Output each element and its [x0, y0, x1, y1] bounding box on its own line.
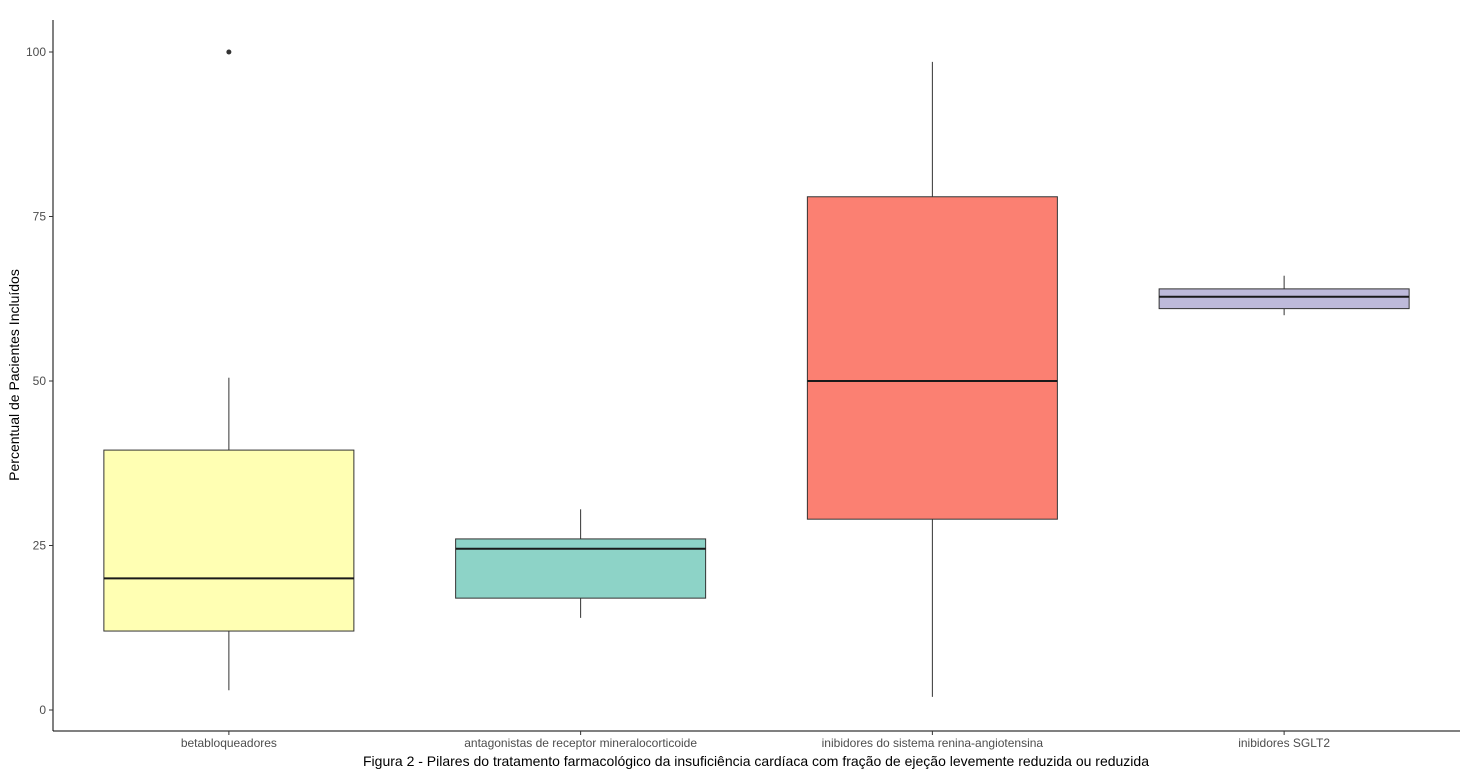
- y-tick-label: 25: [33, 539, 47, 553]
- x-tick-label: antagonistas de receptor mineralocortico…: [464, 736, 697, 750]
- box-group: [455, 509, 707, 618]
- y-tick-label: 75: [33, 210, 47, 224]
- plot-area: [103, 49, 1410, 697]
- box-group: [806, 61, 1058, 697]
- x-tick-label: inibidores SGLT2: [1238, 736, 1330, 750]
- x-axis-ticks: betabloqueadores antagonistas de receptor…: [181, 731, 1330, 750]
- x-tick-label: inibidores do sistema renina-angiotensin…: [822, 736, 1044, 750]
- outlier-point: [226, 49, 232, 55]
- box-group: [1158, 275, 1410, 316]
- y-tick-label: 100: [26, 45, 46, 59]
- x-tick-label: betabloqueadores: [181, 736, 277, 750]
- y-axis-title: Percentual de Pacientes Incluídos: [6, 269, 22, 481]
- y-axis-ticks: 0 25 50 75 100: [26, 45, 53, 717]
- box-group: [103, 49, 355, 691]
- box-body: [1158, 288, 1410, 310]
- box-body: [103, 449, 355, 632]
- figure-caption: Figura 2 - Pilares do tratamento farmaco…: [363, 753, 1149, 769]
- box-body: [806, 196, 1058, 520]
- y-tick-label: 50: [33, 374, 47, 388]
- y-tick-label: 0: [39, 703, 46, 717]
